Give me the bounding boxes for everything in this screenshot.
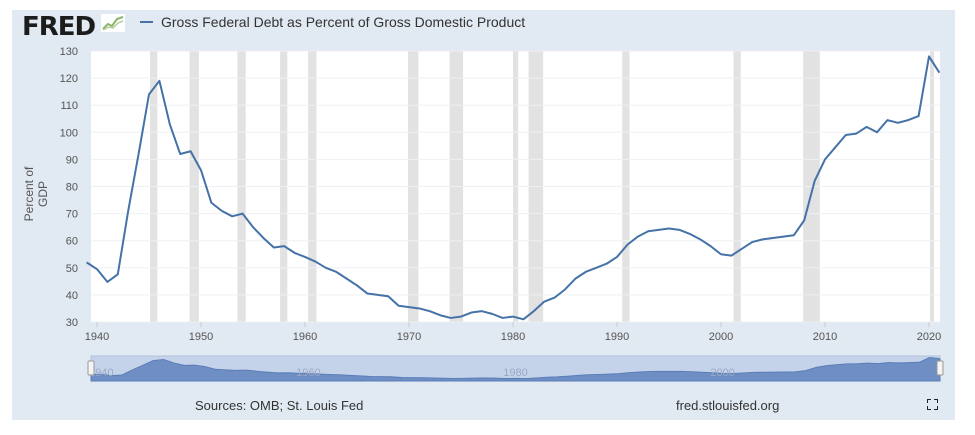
y-tick-label: 100: [60, 127, 78, 139]
site-link[interactable]: fred.stlouisfed.org: [676, 398, 780, 413]
navigator-tick-label: 1940: [89, 367, 113, 379]
x-tick-label: 1990: [605, 331, 629, 343]
y-tick-label: 120: [60, 73, 78, 85]
y-tick-label: 130: [60, 46, 78, 58]
fullscreen-icon[interactable]: [927, 399, 938, 410]
sources-text: Sources: OMB; St. Louis Fed: [195, 398, 364, 413]
y-tick-label: 30: [66, 317, 78, 329]
y-tick-label: 50: [66, 263, 78, 275]
x-tick-label: 2010: [813, 331, 837, 343]
legend-swatch: [140, 21, 153, 23]
navigator-tick-label: 1960: [296, 367, 320, 379]
y-tick-label: 80: [66, 182, 78, 194]
legend: Gross Federal Debt as Percent of Gross D…: [140, 14, 525, 30]
x-tick-label: 1960: [293, 331, 317, 343]
navigator-tick-label: 2000: [710, 367, 734, 379]
legend-label: Gross Federal Debt as Percent of Gross D…: [161, 14, 526, 30]
x-tick-label: 2000: [709, 331, 733, 343]
y-tick-label: 90: [66, 154, 78, 166]
navigator-area: [90, 357, 941, 382]
x-tick-label: 1980: [501, 331, 525, 343]
navigator-tick-label: 1980: [503, 367, 527, 379]
navigator-handle-right[interactable]: [936, 360, 944, 376]
y-tick-label: 40: [66, 290, 78, 302]
x-tick-label: 2020: [917, 331, 941, 343]
fred-chart-logo-icon: [101, 14, 125, 32]
series-line: [86, 55, 941, 321]
y-tick-label: 60: [66, 236, 78, 248]
y-tick-label: 110: [60, 100, 78, 112]
x-tick-label: 1940: [85, 331, 109, 343]
y-tick-label: 70: [66, 209, 78, 221]
x-tick-label: 1950: [189, 331, 213, 343]
fred-logo[interactable]: FRED: [22, 12, 96, 42]
x-tick-label: 1970: [397, 331, 421, 343]
navigator-handle-left[interactable]: [87, 360, 95, 376]
